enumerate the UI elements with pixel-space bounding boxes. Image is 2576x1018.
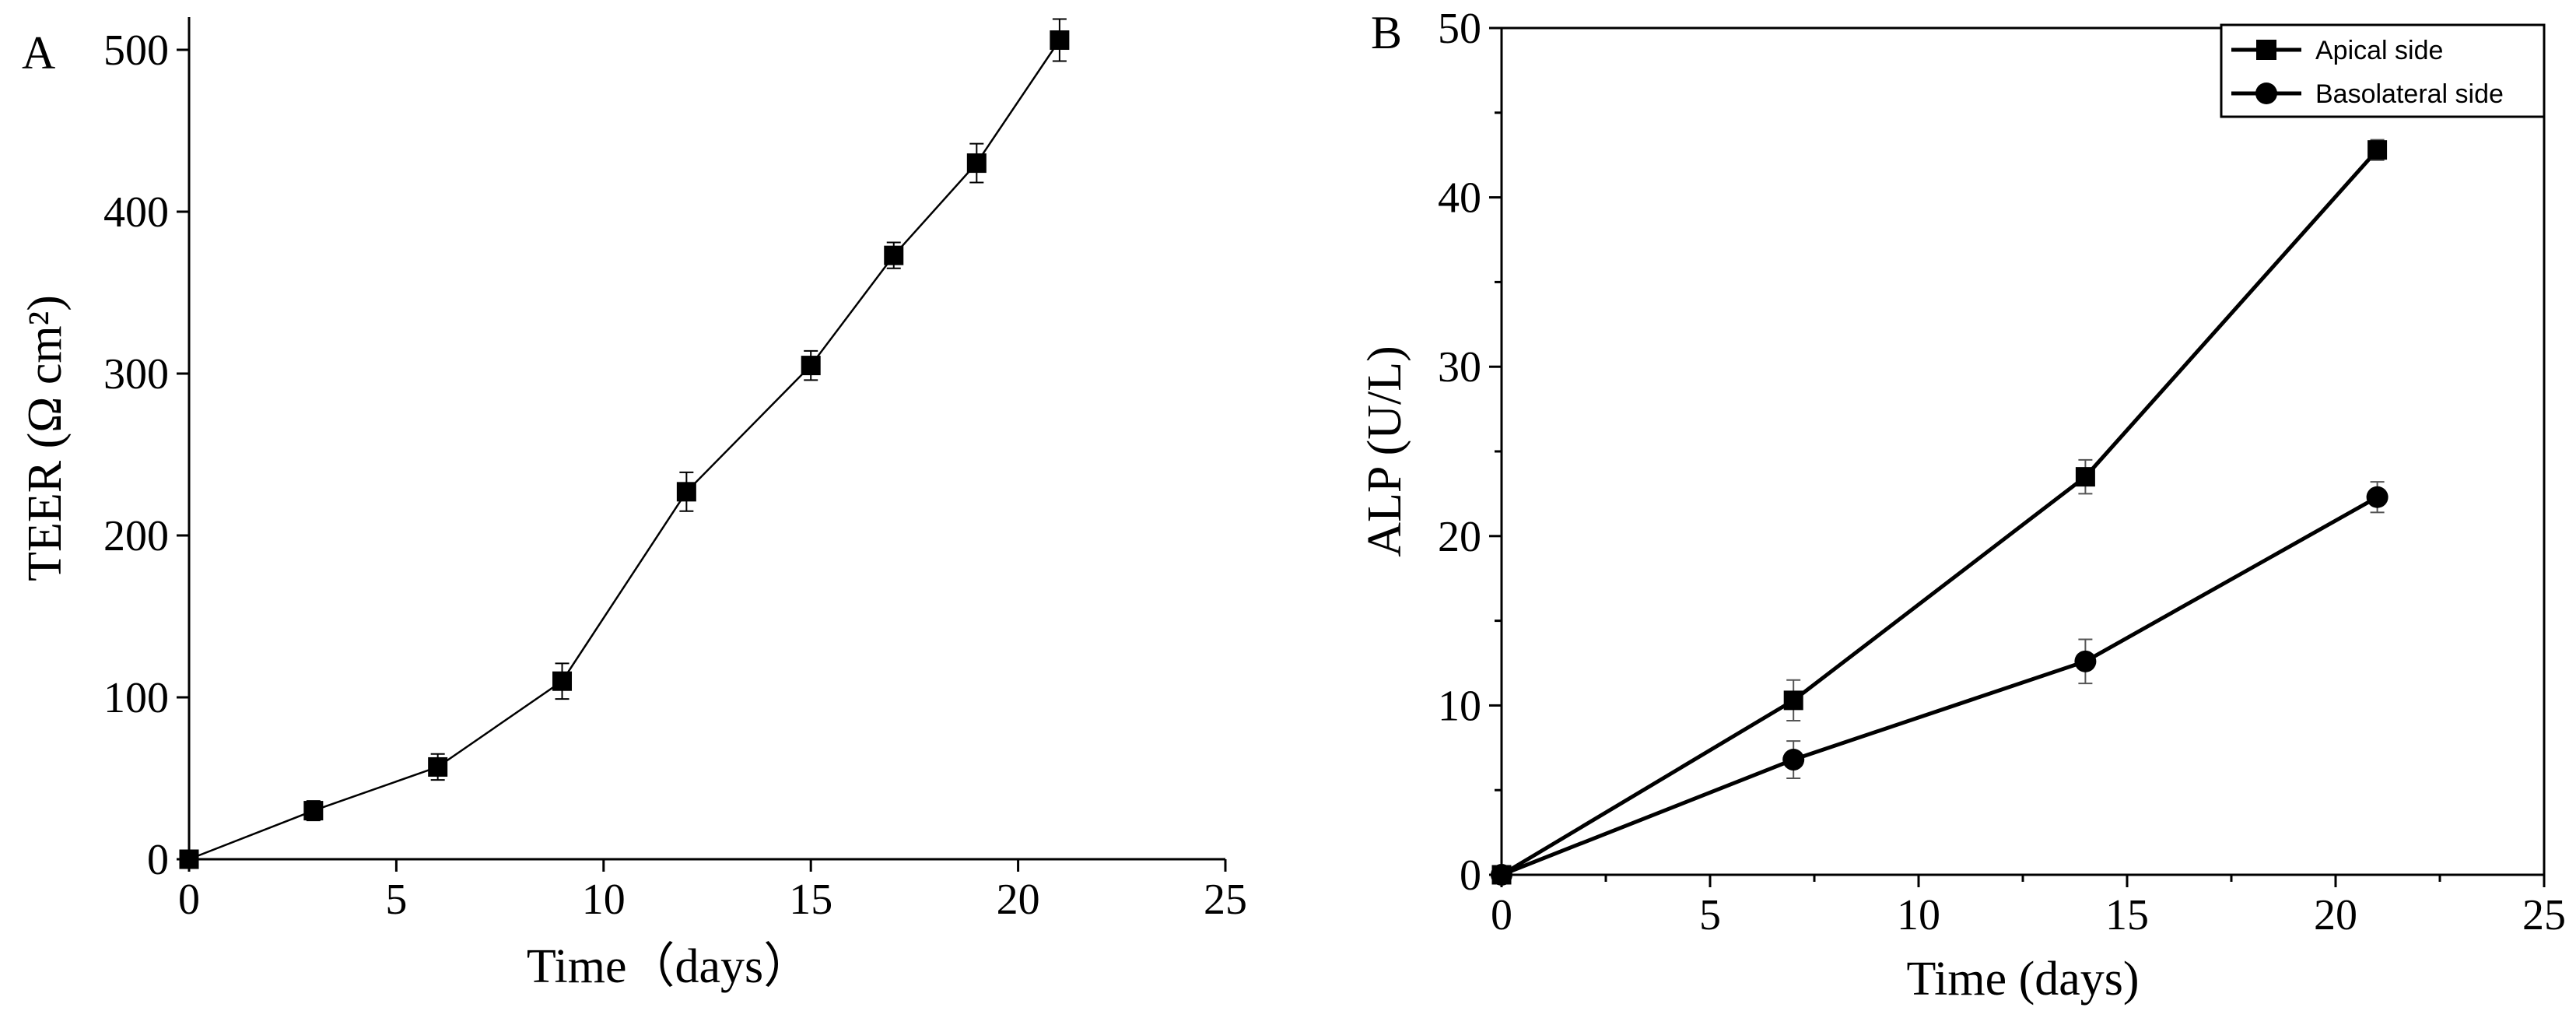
panel-b-plot-frame bbox=[1500, 26, 2546, 876]
panel-b-x-tick-label: 25 bbox=[2522, 891, 2566, 939]
panel-b-x-tick-label: 10 bbox=[1897, 891, 1940, 939]
panel-a-x-tick-label: 10 bbox=[582, 876, 626, 924]
panel-b-letter: B bbox=[1371, 7, 1402, 58]
panel-a-x-tick-label: 5 bbox=[385, 876, 407, 924]
panel-b-chart: B 0 5 10 15 20 25 0 10 20 30 40 50 Time (days) ALP… bbox=[1358, 5, 2566, 1006]
panel-a-series-0-point bbox=[552, 671, 573, 691]
panel-a-series bbox=[179, 18, 1070, 869]
legend-label-basolateral: Basolateral side bbox=[2315, 79, 2504, 109]
legend-marker-circle bbox=[2255, 82, 2277, 104]
panel-a-letter: A bbox=[22, 27, 55, 79]
panel-a-series-0-line bbox=[188, 39, 1060, 861]
panel-a-x-ticks: 0 5 10 15 20 25 bbox=[178, 859, 1247, 924]
panel-a-series-0-point bbox=[801, 356, 821, 376]
panel-b-apical-side-point bbox=[1783, 690, 1803, 711]
panel-b-apical-side-line bbox=[1500, 149, 2379, 877]
panel-a-series-0-point bbox=[179, 849, 199, 869]
panel-b-basolateral-side-point bbox=[2074, 650, 2097, 672]
panel-b-apical-side-point bbox=[2075, 467, 2095, 487]
panel-a-x-tick-label: 15 bbox=[789, 876, 832, 924]
panel-b-y-tick-label: 0 bbox=[1460, 851, 1481, 900]
panel-b-y-axis-title: ALP (U/L) bbox=[1358, 346, 1411, 557]
panel-a-series-0-point bbox=[303, 801, 324, 821]
panel-a-x-axis-title: Time（days） bbox=[527, 940, 811, 993]
panel-b-y-tick-label: 20 bbox=[1438, 513, 1481, 561]
panel-a-chart: A 0 5 10 15 20 25 0 100 200 300 400 500 Time（days）… bbox=[19, 17, 1247, 993]
panel-a-y-tick-label: 500 bbox=[103, 26, 169, 75]
panel-b-y-tick-label: 40 bbox=[1438, 174, 1481, 223]
panel-a-series-0-point bbox=[966, 153, 987, 174]
panel-a-series-0-point bbox=[676, 482, 696, 502]
panel-b-basolateral-side-point bbox=[1491, 864, 1512, 886]
panel-b-basolateral-side-point bbox=[2366, 486, 2388, 508]
panel-a-series-0-point bbox=[884, 245, 904, 265]
panel-a-x-tick-label: 25 bbox=[1204, 876, 1247, 924]
panel-b-basolateral-side-point bbox=[1782, 749, 1805, 771]
panel-b-y-ticks: 0 10 20 30 40 50 bbox=[1438, 5, 1502, 900]
panel-b-x-tick-label: 20 bbox=[2314, 891, 2357, 939]
panel-a-y-tick-label: 0 bbox=[147, 836, 169, 884]
panel-b-x-ticks: 0 5 10 15 20 25 bbox=[1491, 875, 2566, 939]
panel-b-y-tick-label: 50 bbox=[1438, 5, 1481, 53]
panel-a-y-axis-title: TEER (Ω cm²) bbox=[19, 295, 72, 581]
panel-a-y-tick-label: 400 bbox=[103, 188, 169, 237]
panel-b-legend: Apical side Basolateral side bbox=[2220, 23, 2546, 118]
panel-b-series bbox=[1491, 139, 2388, 886]
panel-a-series-0-point bbox=[428, 756, 448, 777]
panel-b-apical-side-point bbox=[2367, 140, 2388, 160]
panel-b-x-axis-title: Time (days) bbox=[1906, 953, 2139, 1006]
panel-a-y-tick-label: 300 bbox=[103, 350, 169, 398]
panel-b-x-tick-label: 5 bbox=[1699, 891, 1721, 939]
panel-b-basolateral-side-line bbox=[1501, 495, 2378, 877]
panel-b-x-tick-label: 15 bbox=[2105, 891, 2149, 939]
panel-b-y-tick-label: 10 bbox=[1438, 682, 1481, 730]
panel-a-x-tick-label: 0 bbox=[178, 876, 200, 924]
panel-b-y-tick-label: 30 bbox=[1438, 343, 1481, 391]
panel-a-y-tick-label: 100 bbox=[103, 674, 169, 722]
panel-b-x-tick-label: 0 bbox=[1491, 891, 1512, 939]
legend-label-apical: Apical side bbox=[2315, 36, 2443, 65]
legend-marker-square bbox=[2256, 40, 2276, 60]
panel-a-x-tick-label: 20 bbox=[997, 876, 1040, 924]
panel-a-series-0-point bbox=[1050, 30, 1070, 51]
panel-a-y-ticks: 0 100 200 300 400 500 bbox=[103, 26, 189, 884]
panel-a-y-tick-label: 200 bbox=[103, 512, 169, 560]
